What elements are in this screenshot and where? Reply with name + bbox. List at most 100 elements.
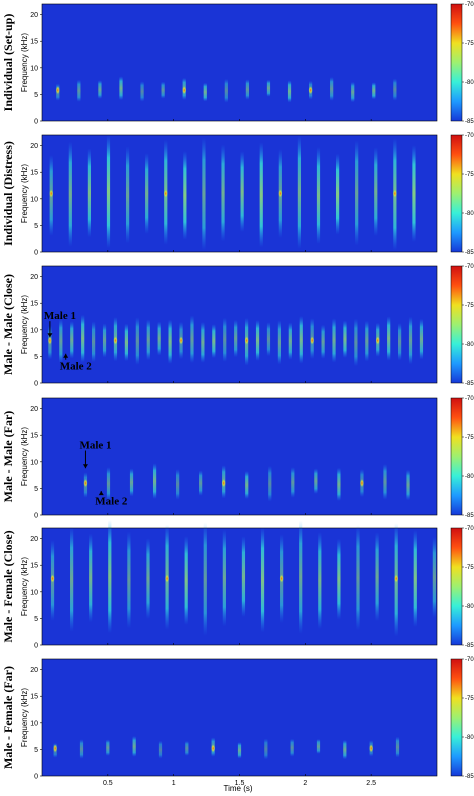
spectrogram-panel: Male - Female (Far) Frequency (kHz) 0 5 10 15… bbox=[1, 657, 474, 787]
x-tick-label: 2.5 bbox=[366, 780, 376, 787]
syllable-mark bbox=[77, 79, 81, 102]
syllable-peak bbox=[113, 336, 118, 345]
colorbar-tick-label: -75 bbox=[465, 172, 474, 178]
y-tick-label: 15 bbox=[30, 301, 38, 308]
syllable-mark bbox=[355, 140, 359, 246]
syllable-mark bbox=[108, 520, 112, 634]
colorbar-tick-label: -70 bbox=[465, 133, 474, 139]
syllable-mark bbox=[395, 736, 400, 758]
y-tick-label: 20 bbox=[30, 143, 38, 150]
colorbar-tick-label: -75 bbox=[465, 565, 474, 571]
syllable-mark bbox=[168, 319, 172, 364]
plot-area bbox=[42, 266, 437, 383]
spectrogram-panel: Male - Male (Far) Frequency (kHz) 0 5 10 15 20… bbox=[1, 396, 474, 520]
panel-title: Male - Female (Far) bbox=[1, 666, 15, 769]
colorbar-tick-label: -70 bbox=[465, 526, 474, 532]
syllable-peak bbox=[310, 336, 315, 345]
colorbar-tick-label: -85 bbox=[465, 513, 474, 519]
syllable-mark bbox=[132, 736, 136, 757]
y-tick-label: 0 bbox=[34, 643, 38, 650]
syllable-mark bbox=[337, 538, 341, 620]
plot-area bbox=[42, 135, 437, 252]
syllable-mark bbox=[140, 81, 144, 102]
y-tick-label: 5 bbox=[34, 92, 38, 99]
colorbar-tick-label: -85 bbox=[465, 250, 474, 256]
syllable-peak bbox=[375, 336, 380, 345]
syllable-peak bbox=[359, 479, 364, 488]
syllable-peak bbox=[308, 86, 313, 95]
syllable-mark bbox=[157, 321, 161, 356]
syllable-mark bbox=[365, 320, 369, 362]
syllable-mark bbox=[337, 467, 341, 501]
y-axis-label: Frequency (kHz) bbox=[20, 557, 29, 616]
syllable-mark bbox=[408, 316, 413, 365]
y-tick-label: 5 bbox=[34, 486, 38, 493]
syllable-mark bbox=[299, 315, 303, 364]
syllable-peak bbox=[369, 744, 374, 753]
syllable-mark bbox=[266, 79, 271, 97]
colorbar-tick-label: -80 bbox=[465, 474, 474, 480]
annotation-arrowhead bbox=[98, 491, 104, 496]
syllable-mark bbox=[297, 135, 302, 249]
syllable-mark bbox=[318, 531, 322, 629]
syllable-mark bbox=[412, 144, 416, 243]
syllable-mark bbox=[212, 324, 216, 359]
y-tick-label: 0 bbox=[34, 119, 38, 126]
syllable-mark bbox=[332, 318, 336, 363]
syllable-mark bbox=[255, 320, 260, 361]
syllable-peak bbox=[221, 479, 226, 488]
syllable-mark bbox=[321, 324, 325, 359]
syllable-mark bbox=[185, 740, 189, 756]
syllable-mark bbox=[145, 153, 149, 234]
y-tick-label: 0 bbox=[34, 513, 38, 520]
colorbar bbox=[450, 397, 463, 516]
syllable-mark bbox=[351, 81, 355, 103]
y-axis-label: Frequency (kHz) bbox=[20, 295, 29, 354]
syllable-mark bbox=[135, 317, 139, 365]
colorbar bbox=[450, 658, 463, 777]
colorbar-tick-label: -75 bbox=[465, 696, 474, 702]
colorbar-tick-label: -80 bbox=[465, 342, 474, 348]
syllable-mark bbox=[158, 740, 163, 759]
syllable-mark bbox=[119, 76, 123, 101]
syllable-mark bbox=[316, 146, 321, 244]
syllable-mark bbox=[316, 738, 321, 754]
colorbar-tick-label: -80 bbox=[465, 80, 474, 86]
syllable-peak bbox=[83, 479, 88, 488]
spectrogram-panel: Individual (Set-up) Frequency (kHz) 0 5 10 15… bbox=[1, 2, 474, 126]
syllable-mark bbox=[299, 520, 303, 634]
y-tick-label: 0 bbox=[34, 774, 38, 781]
y-tick-label: 10 bbox=[30, 589, 38, 596]
syllable-mark bbox=[260, 527, 265, 633]
y-tick-label: 10 bbox=[30, 196, 38, 203]
syllable-peak bbox=[394, 574, 399, 583]
syllable-mark bbox=[223, 317, 227, 362]
annotation-arrowhead bbox=[63, 353, 69, 358]
syllable-mark bbox=[245, 79, 249, 100]
syllable-mark bbox=[203, 522, 207, 636]
syllable-mark bbox=[59, 318, 63, 364]
syllable-mark bbox=[199, 470, 203, 496]
y-tick-label: 10 bbox=[30, 720, 38, 727]
syllable-mark bbox=[87, 148, 91, 238]
syllable-mark bbox=[413, 530, 417, 628]
syllable-mark bbox=[354, 318, 358, 367]
syllable-mark bbox=[98, 80, 102, 99]
syllable-mark bbox=[127, 531, 131, 629]
syllable-mark bbox=[125, 146, 130, 244]
colorbar-tick-label: -75 bbox=[465, 435, 474, 441]
syllable-mark bbox=[203, 82, 207, 102]
syllable-mark bbox=[89, 533, 93, 623]
y-axis-label: Frequency (kHz) bbox=[20, 427, 29, 486]
syllable-mark bbox=[314, 468, 318, 494]
annotation-label: Male 1 bbox=[44, 310, 76, 322]
syllable-mark bbox=[259, 142, 263, 248]
syllable-mark bbox=[234, 319, 238, 358]
y-tick-label: 5 bbox=[34, 616, 38, 623]
colorbar-tick-label: -70 bbox=[465, 264, 474, 270]
colorbar-tick-label: -75 bbox=[465, 303, 474, 309]
syllable-mark bbox=[290, 738, 294, 757]
syllable-mark bbox=[240, 151, 244, 233]
y-tick-label: 0 bbox=[34, 250, 38, 257]
